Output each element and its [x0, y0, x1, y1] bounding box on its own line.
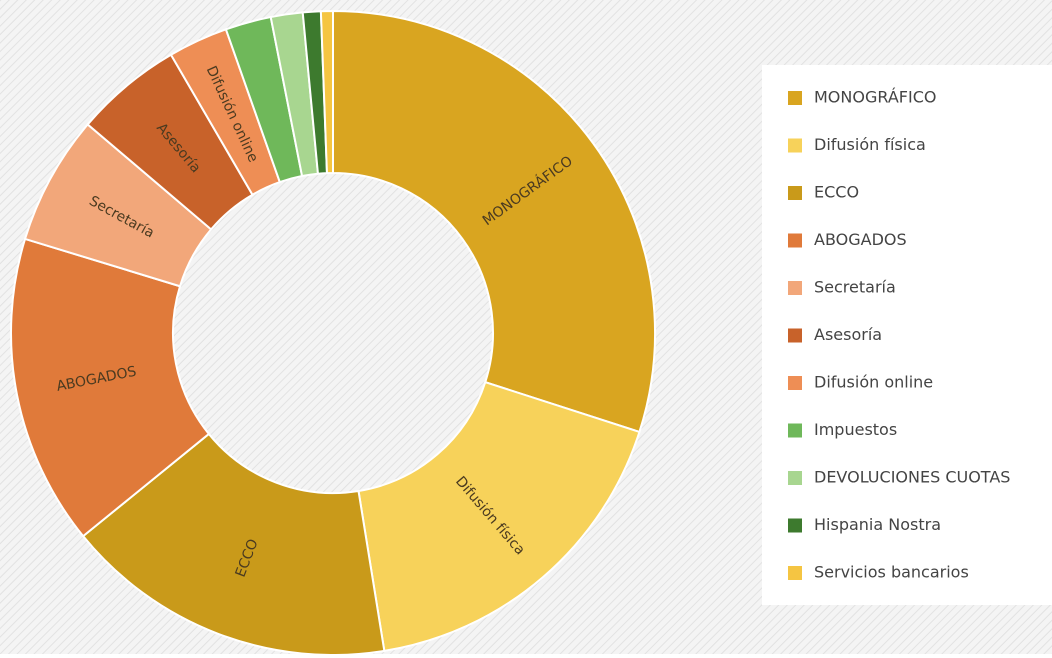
legend-swatch [788, 281, 802, 295]
legend-swatch [788, 328, 802, 343]
legend-label: DEVOLUCIONES CUOTAS [814, 468, 1010, 487]
legend-swatch [788, 376, 802, 390]
legend-label: MONOGRÁFICO [814, 88, 936, 107]
legend-swatch [788, 138, 802, 153]
slice [319, 9, 334, 175]
legend-label: Difusión online [814, 373, 933, 392]
legend-swatch [788, 186, 802, 200]
legend-label: Servicios bancarios [814, 563, 969, 582]
legend-label: Asesoría [814, 325, 882, 344]
legend-swatch [788, 518, 802, 533]
legend-swatch [788, 471, 802, 485]
legend-label: ECCO [814, 183, 859, 202]
legend-label: Hispania Nostra [814, 515, 941, 534]
legend-label: Impuestos [814, 420, 897, 439]
legend-swatch [788, 423, 802, 438]
legend-label: Difusión física [814, 135, 926, 154]
legend-label: Secretaría [814, 278, 896, 297]
slice [10, 237, 211, 538]
slice [332, 9, 656, 434]
slice [81, 432, 386, 656]
slice [357, 380, 641, 653]
legend-swatch [788, 566, 802, 580]
legend-swatch [788, 91, 802, 105]
legend-label: ABOGADOS [814, 230, 907, 249]
legend-box [762, 65, 1052, 605]
legend-swatch [788, 233, 802, 248]
